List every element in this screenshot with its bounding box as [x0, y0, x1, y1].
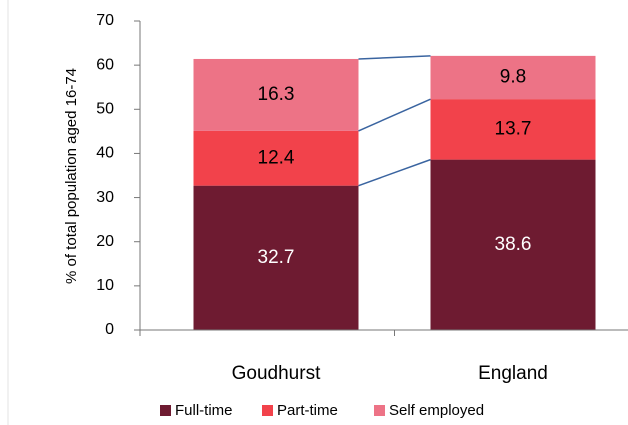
value-label: 13.7 [495, 118, 532, 139]
y-tick-label: 30 [96, 189, 114, 206]
y-tick-label: 10 [96, 277, 114, 294]
y-axis-label: % of total population aged 16-74 [63, 68, 80, 284]
x-tick-label: England [478, 363, 548, 384]
value-label: 32.7 [258, 247, 295, 268]
y-tick-label: 50 [96, 101, 114, 118]
legend-label: Full-time [175, 402, 233, 419]
legend-label: Part-time [277, 402, 338, 419]
y-tick-label: 70 [96, 12, 114, 29]
legend-swatch [262, 405, 273, 416]
value-label: 38.6 [495, 234, 532, 255]
value-label: 9.8 [500, 67, 526, 88]
bar-segment [193, 130, 359, 186]
series-line [358, 158, 431, 187]
y-tick-label: 0 [105, 321, 114, 338]
legend-swatch [160, 405, 171, 416]
x-tick-label: Goudhurst [232, 363, 321, 384]
y-tick-label: 60 [96, 56, 114, 73]
series-line [358, 55, 431, 60]
value-label: 16.3 [258, 84, 295, 105]
bar-segment [193, 58, 359, 131]
y-tick-label: 20 [96, 233, 114, 250]
bar-segment [430, 159, 596, 330]
y-tick-label: 40 [96, 145, 114, 162]
bar-segment [193, 185, 359, 330]
legend-label: Self employed [389, 402, 484, 419]
value-label: 12.4 [258, 147, 295, 168]
series-line [358, 98, 431, 132]
bar-segment [430, 99, 596, 160]
legend-swatch [374, 405, 385, 416]
bar-segment [430, 55, 596, 100]
